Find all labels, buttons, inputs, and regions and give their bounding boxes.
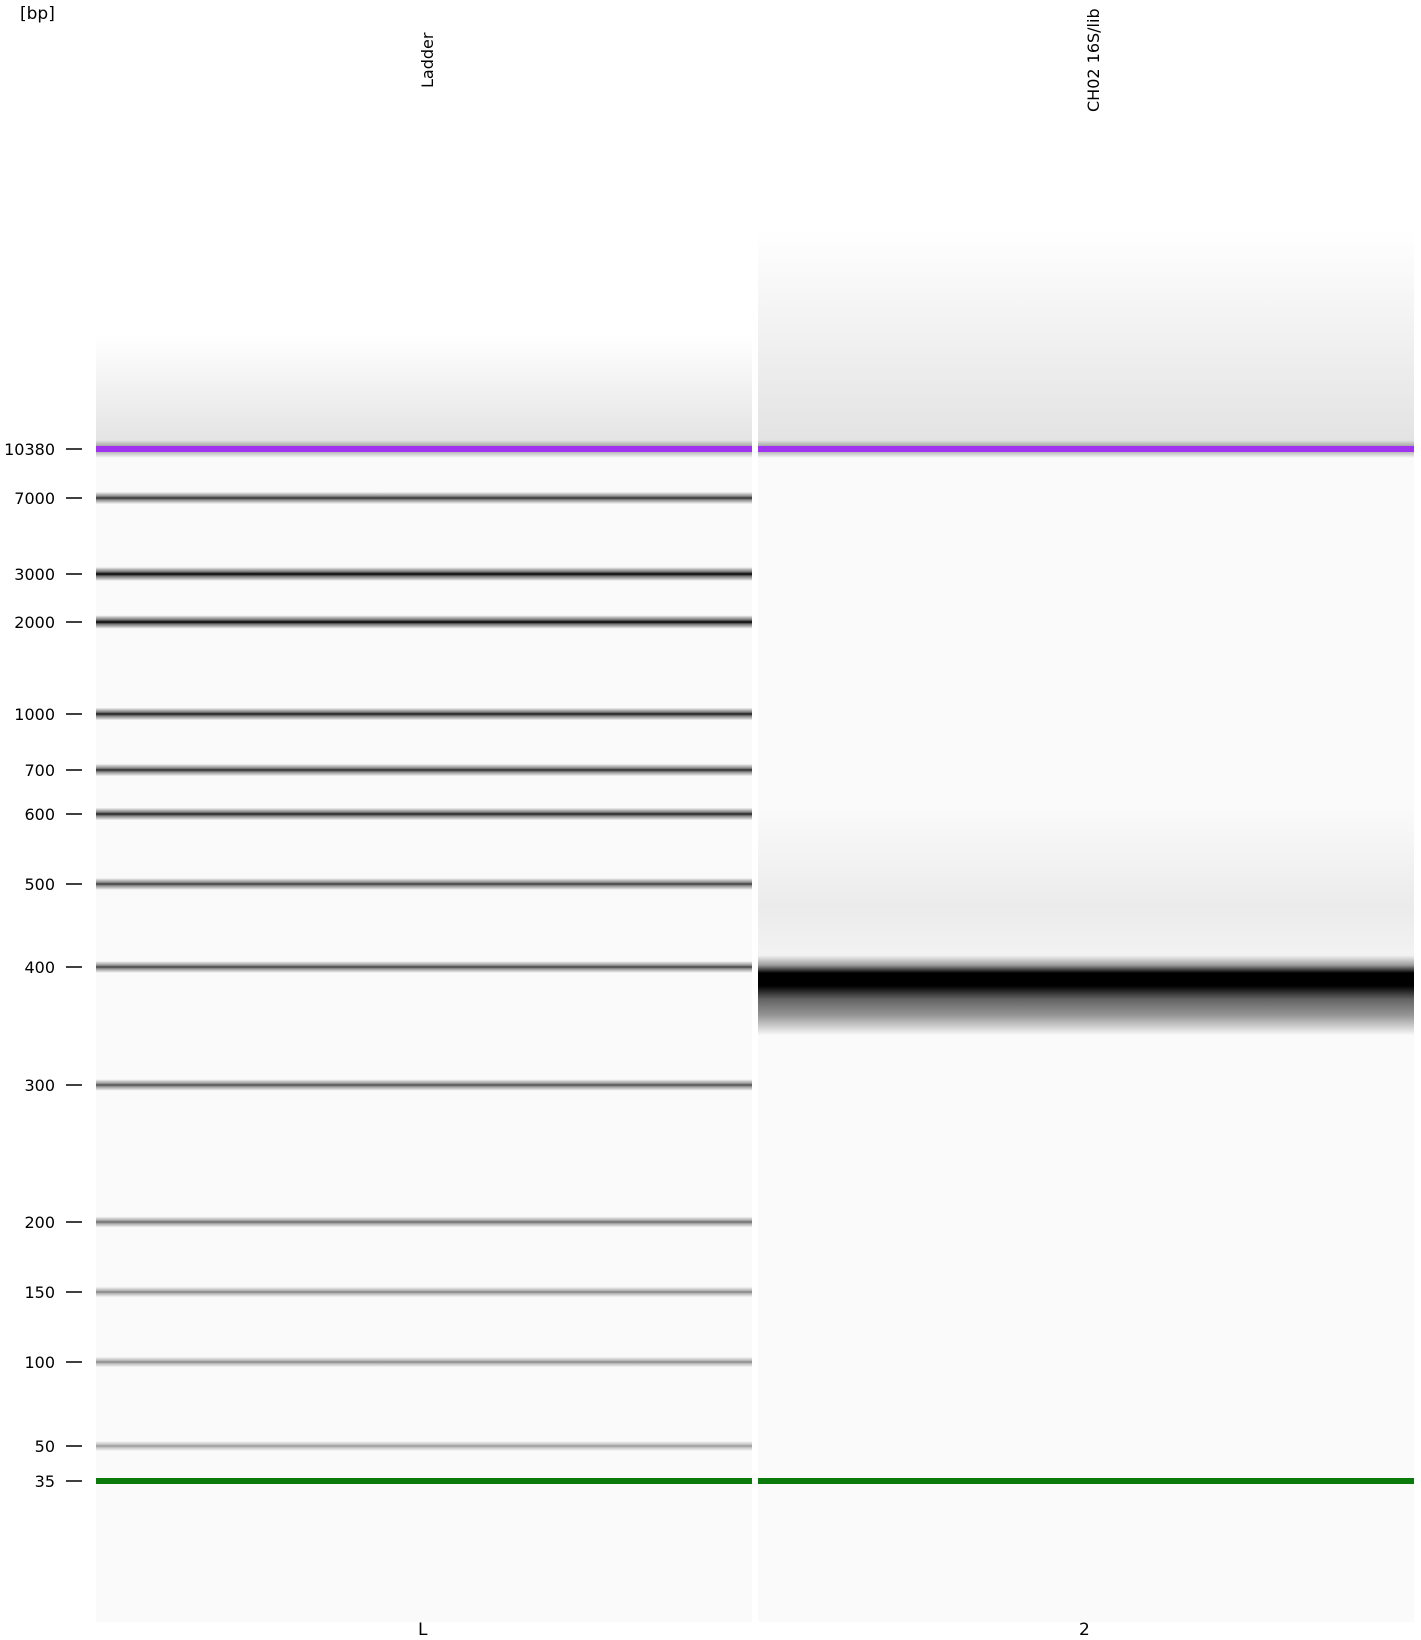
- y-tick-label: 700: [24, 761, 55, 780]
- lane-background: [96, 335, 752, 1622]
- lane-top-haze: [758, 230, 1414, 449]
- y-tick-label: 600: [24, 805, 55, 824]
- lane-2-id: 2: [1079, 1620, 1090, 1640]
- ladder-band: [96, 1286, 752, 1298]
- ladder-band: [96, 807, 752, 821]
- y-tick-label: 10380: [4, 440, 55, 459]
- ladder-band: [96, 763, 752, 777]
- y-tick-label: 400: [24, 958, 55, 977]
- ladder-band: [96, 1356, 752, 1368]
- y-tick-label: 500: [24, 875, 55, 894]
- lane-top-haze: [96, 335, 752, 449]
- ladder-band: [96, 1216, 752, 1228]
- y-tick-label: 150: [24, 1283, 55, 1302]
- y-tick-label: 200: [24, 1213, 55, 1232]
- y-tick-label: 2000: [14, 613, 55, 632]
- upper-marker-band: [96, 446, 752, 452]
- y-tick-label: 7000: [14, 489, 55, 508]
- y-axis: 10380 7000 3000 2000 1000 700 600 500 400 300 200 1…: [4, 440, 82, 1491]
- lane-1-name: Ladder: [418, 32, 437, 88]
- lane-1-id: L: [418, 1620, 428, 1640]
- ladder-band: [96, 567, 752, 581]
- y-tick-label: 35: [35, 1472, 55, 1491]
- sample-band: [758, 955, 1414, 1036]
- lane-1: [96, 335, 752, 1622]
- ladder-band: [96, 1079, 752, 1091]
- y-tick-label: 50: [35, 1437, 55, 1456]
- lower-marker-band: [758, 1478, 1414, 1484]
- y-tick-label: 300: [24, 1076, 55, 1095]
- ladder-band: [96, 961, 752, 973]
- ladder-band: [96, 491, 752, 505]
- ladder-band: [96, 707, 752, 721]
- y-tick-label: 100: [24, 1353, 55, 1372]
- lane-2: [758, 230, 1414, 1622]
- ladder-band: [96, 1440, 752, 1452]
- upper-marker-band: [758, 446, 1414, 452]
- lane-2-name: CH02 16S/lib: [1084, 8, 1103, 112]
- y-tick-label: 3000: [14, 565, 55, 584]
- y-tick-label: 1000: [14, 705, 55, 724]
- ladder-band: [96, 878, 752, 890]
- y-axis-unit-label: [bp]: [20, 4, 55, 24]
- ladder-band: [96, 615, 752, 629]
- lower-marker-band: [96, 1478, 752, 1484]
